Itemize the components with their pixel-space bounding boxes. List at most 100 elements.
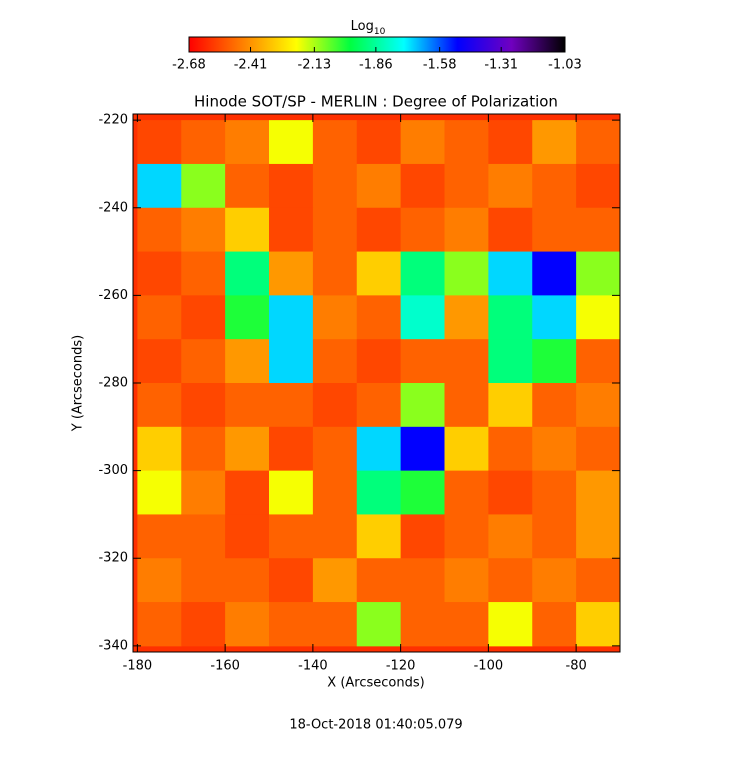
heatmap-cell [181,251,226,296]
heatmap-cell [356,120,402,165]
heatmap-cell [444,602,489,647]
heatmap-cell [356,383,402,428]
x-tick-label: -120 [386,659,416,674]
heatmap-cell [532,426,577,472]
heatmap [137,120,620,647]
heatmap-cell [400,383,446,428]
heatmap-cell [400,207,446,253]
heatmap-cell [356,426,402,472]
heatmap-cell [181,514,226,559]
heatmap-cell [269,426,314,472]
x-axis-label: X (Arcseconds) [327,676,424,691]
heatmap-cell [400,558,446,603]
heatmap-cell [312,251,358,296]
heatmap-cell [269,383,314,428]
heatmap-cell [269,207,314,253]
heatmap-cell [488,558,533,603]
heatmap-cell [137,339,182,384]
heatmap-cell [137,295,182,340]
heatmap-cell [312,120,358,165]
heatmap-cell [576,339,620,384]
heatmap-cell [137,514,182,559]
colorbar-tick-label: -1.03 [548,58,582,73]
y-tick-label: -220 [98,113,128,128]
heatmap-cell [400,251,446,296]
heatmap-cell [444,514,489,559]
heatmap-cell [532,470,577,515]
heatmap-cell [225,426,270,472]
heatmap-cell [532,163,577,209]
heatmap-cell [576,251,620,296]
heatmap-cell [400,602,446,647]
heatmap-cell [576,602,620,647]
heatmap-cell [444,339,489,384]
heatmap-cell [576,295,620,340]
heatmap-cell [225,339,270,384]
heatmap-cell [576,383,620,428]
heatmap-cell [269,339,314,384]
heatmap-cell [269,120,314,165]
heatmap-cell [225,602,270,647]
y-tick-label: -280 [98,376,128,391]
heatmap-cell [400,426,446,472]
heatmap-cell [532,251,577,296]
heatmap-cell [269,558,314,603]
heatmap-cell [137,602,182,647]
heatmap-cell [225,120,270,165]
heatmap-cell [576,207,620,253]
heatmap-cell [225,558,270,603]
heatmap-cell [444,558,489,603]
heatmap-cell [181,339,226,384]
heatmap-cell [312,558,358,603]
x-tick-label: -160 [210,659,240,674]
heatmap-cell [312,295,358,340]
heatmap-cell [488,163,533,209]
heatmap-cell [488,207,533,253]
heatmap-cell [137,120,182,165]
heatmap-cell [576,426,620,472]
heatmap-cell [488,470,533,515]
y-tick-label: -320 [98,551,128,566]
heatmap-cell [356,339,402,384]
heatmap-cell [400,470,446,515]
colorbar-tick-label: -2.13 [298,58,332,73]
heatmap-cell [488,120,533,165]
x-tick-label: -80 [566,659,587,674]
heatmap-cell [137,426,182,472]
heatmap-cell [181,295,226,340]
heatmap-cell [400,163,446,209]
heatmap-cell [181,558,226,603]
heatmap-cell [576,120,620,165]
heatmap-cell [181,383,226,428]
heatmap-cell [488,339,533,384]
heatmap-cell [356,251,402,296]
heatmap-cell [181,470,226,515]
heatmap-cell [225,514,270,559]
heatmap-cell [356,602,402,647]
heatmap-cell [312,339,358,384]
heatmap-cell [532,514,577,559]
heatmap-cell [137,163,182,209]
heatmap-cell [576,470,620,515]
heatmap-cell [312,470,358,515]
heatmap-cell [269,163,314,209]
heatmap-cell [532,383,577,428]
heatmap-cell [444,207,489,253]
heatmap-cell [356,470,402,515]
heatmap-cell [444,295,489,340]
heatmap-cell [312,163,358,209]
y-tick-label: -300 [98,463,128,478]
heatmap-cell [225,163,270,209]
heatmap-cell [400,514,446,559]
heatmap-cell [137,558,182,603]
heatmap-cell [532,120,577,165]
heatmap-cell [312,602,358,647]
heatmap-cell [269,295,314,340]
heatmap-cell [576,163,620,209]
heatmap-cell [312,514,358,559]
heatmap-cell [444,383,489,428]
heatmap-cell [225,251,270,296]
x-tick-label: -100 [474,659,504,674]
heatmap-cell [444,120,489,165]
colorbar-tick-label: -1.31 [484,58,518,73]
